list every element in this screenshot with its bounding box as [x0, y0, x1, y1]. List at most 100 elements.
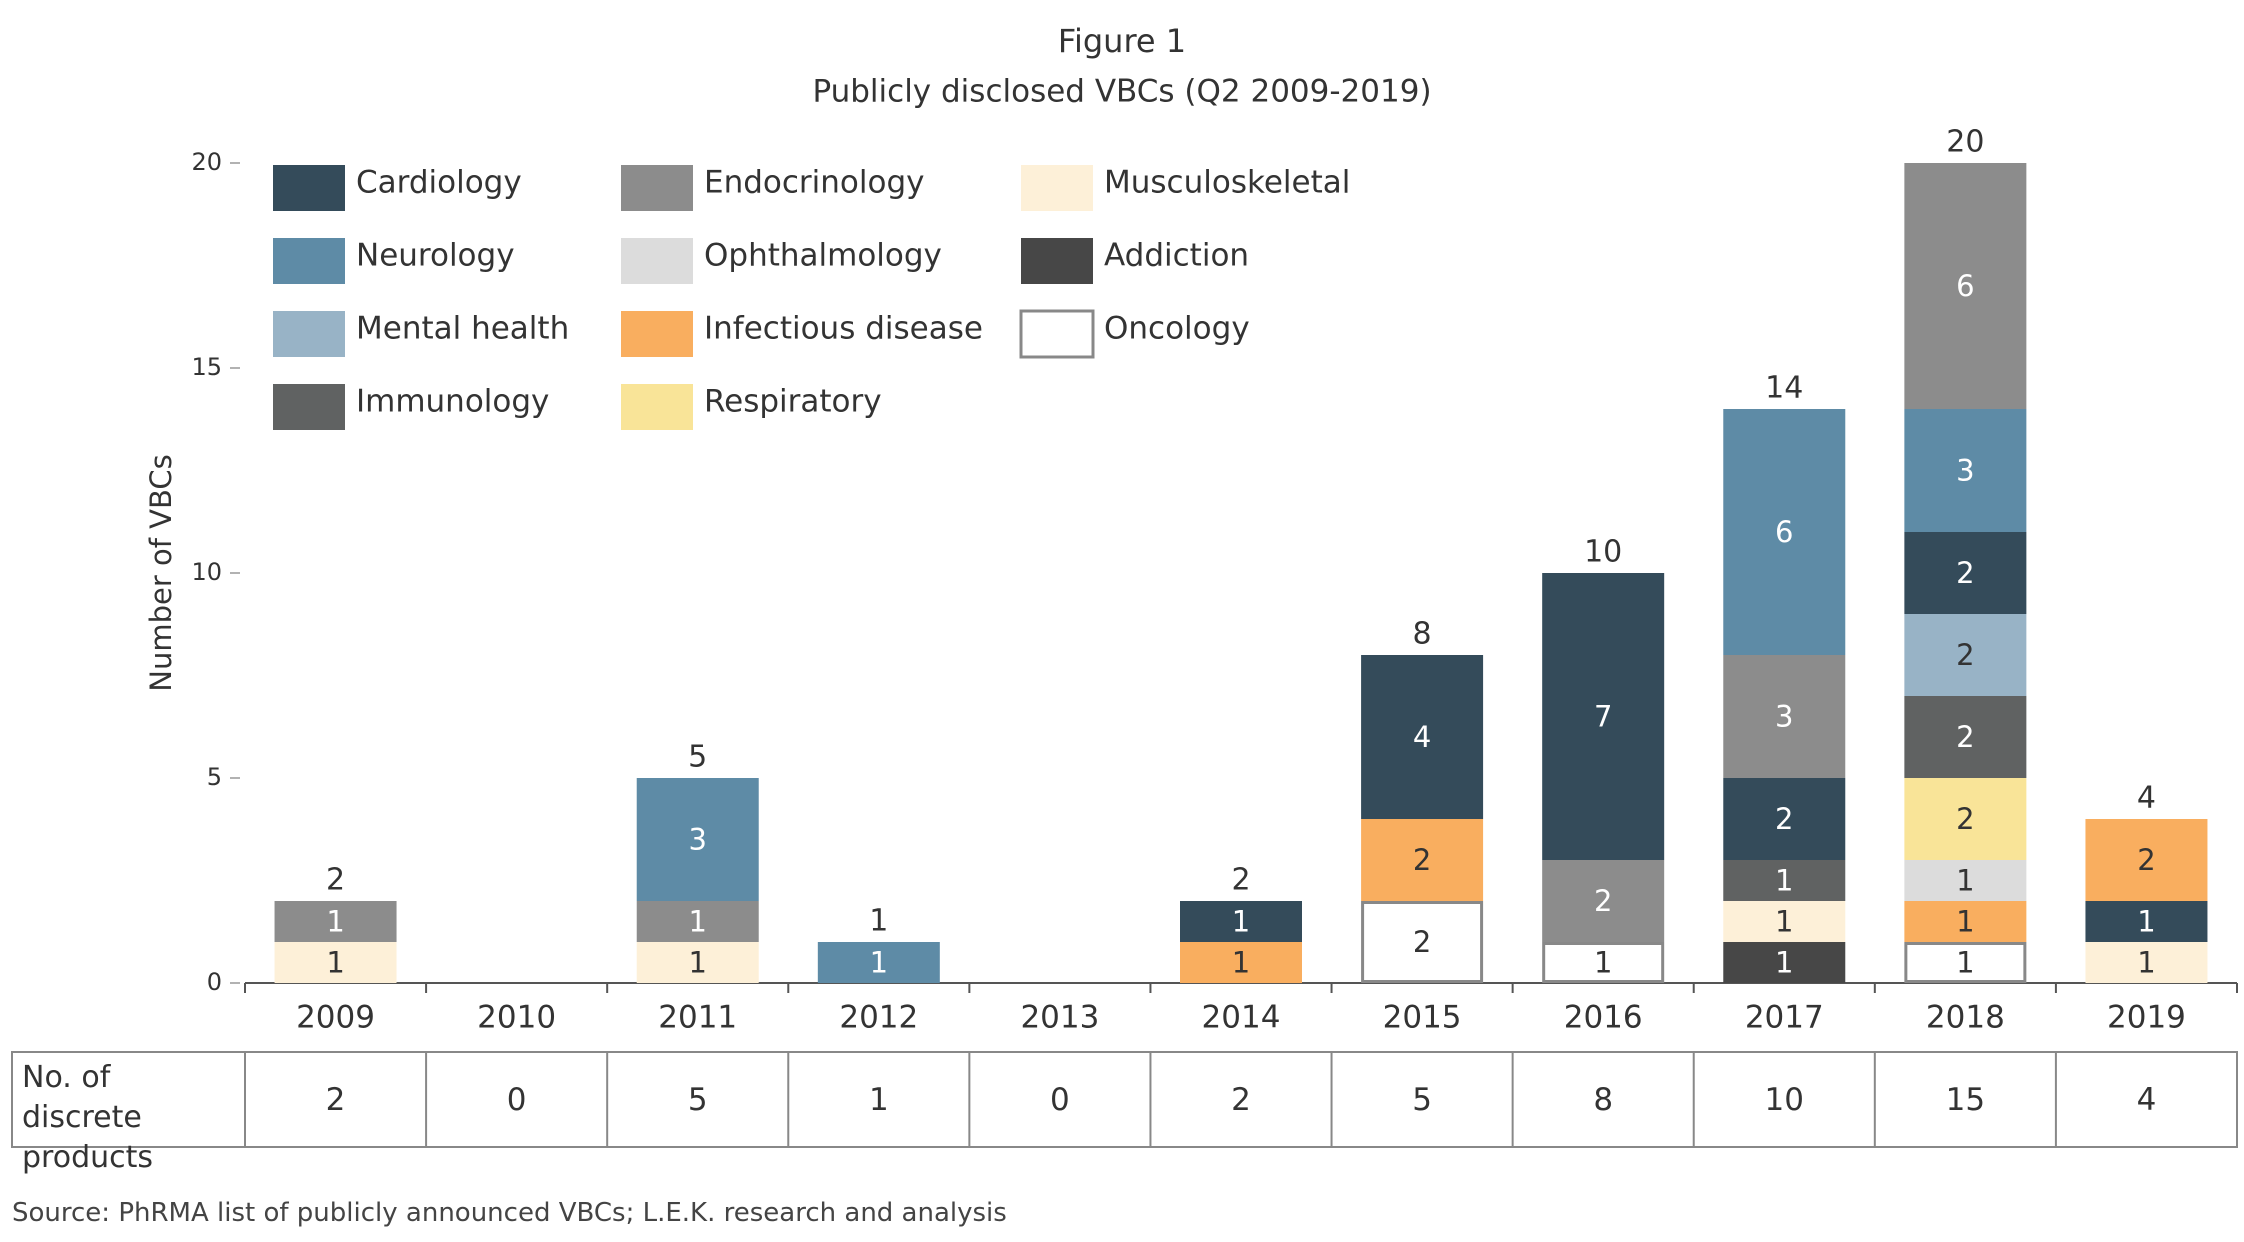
table-cell: 2 [1231, 1082, 1251, 1118]
segment-label: 6 [1775, 515, 1793, 549]
x-tick-label: 2015 [1383, 1000, 1462, 1036]
segment-label: 1 [689, 946, 707, 980]
legend-swatch [1019, 309, 1095, 359]
table-row-label: No. of discrete products [22, 1060, 154, 1175]
segment-label: 1 [1956, 905, 1974, 939]
total-label: 20 [1946, 125, 1984, 160]
legend-label: Oncology [1104, 311, 1250, 347]
legend-swatch [273, 311, 345, 357]
segment-label: 1 [2137, 946, 2155, 980]
legend-label: Infectious disease [704, 311, 983, 347]
segment-label: 3 [1956, 454, 1974, 488]
total-label: 14 [1765, 371, 1803, 406]
legend-label: Respiratory [704, 384, 882, 420]
segment-label: 4 [1413, 720, 1431, 754]
bar-segment [1904, 163, 2027, 409]
bar-segment [1723, 901, 1846, 942]
segment-label: 2 [1594, 884, 1612, 918]
table-cell: 15 [1946, 1082, 1985, 1118]
legend-label: Cardiology [356, 165, 522, 201]
x-tick-label: 2012 [839, 1000, 918, 1036]
bar-segment [1361, 819, 1484, 901]
segment-label: 1 [1594, 946, 1612, 980]
segment-label: 2 [1956, 638, 1974, 672]
legend-label: Neurology [356, 238, 515, 274]
segment-label: 1 [1232, 905, 1250, 939]
total-label: 1 [869, 904, 888, 939]
table-cell: 0 [1050, 1082, 1070, 1118]
y-tick-label: 10 [191, 558, 222, 586]
y-axis-label: Number of VBCs [144, 454, 178, 691]
bar-segment [274, 942, 397, 983]
table-cell: 4 [2137, 1082, 2157, 1118]
table-cell: 8 [1593, 1082, 1613, 1118]
bar-segment [1723, 778, 1846, 860]
x-tick-label: 2009 [296, 1000, 375, 1036]
legend-swatch [273, 165, 345, 211]
bar-segment [1904, 778, 2027, 860]
segment-label: 2 [2137, 843, 2155, 877]
total-label: 5 [688, 740, 707, 775]
legend-label: Endocrinology [704, 165, 925, 201]
bar-segment [2085, 819, 2208, 901]
legend-swatch [273, 384, 345, 430]
segment-label: 3 [689, 823, 707, 857]
bar-segment [1180, 901, 1302, 942]
x-tick-label: 2017 [1745, 1000, 1824, 1036]
x-tick-label: 2018 [1926, 1000, 2005, 1036]
table-border [11, 1051, 2238, 1148]
legend-swatch [621, 165, 693, 211]
chart-title: Figure 1 [1058, 22, 1186, 60]
bar-segment [1904, 696, 2027, 778]
total-label: 2 [1231, 863, 1250, 898]
bar-segment [1904, 614, 2027, 696]
segment-label: 2 [1413, 843, 1431, 877]
bar-segment [1904, 860, 2027, 901]
bar-segment [1904, 942, 2027, 983]
x-tick-label: 2010 [477, 1000, 556, 1036]
bar-segment [1542, 573, 1665, 860]
bar-segment [2085, 901, 2208, 942]
segment-label: 7 [1594, 700, 1612, 734]
segment-label: 2 [1956, 720, 1974, 754]
table-cell: 5 [688, 1082, 708, 1118]
segment-label: 1 [2137, 905, 2155, 939]
bar-segment [274, 901, 397, 942]
bar-segment [1723, 860, 1846, 901]
bar-segment [636, 942, 759, 983]
bar-segment [1542, 860, 1665, 942]
segment-label: 1 [689, 905, 707, 939]
legend-swatch [621, 311, 693, 357]
segment-label: 2 [1956, 556, 1974, 590]
legend-label: Addiction [1104, 238, 1249, 274]
bar-segment [1904, 901, 2027, 942]
segment-label: 1 [1775, 946, 1793, 980]
table-cell: 2 [326, 1082, 346, 1118]
y-tick-label: 20 [191, 148, 222, 176]
x-tick-label: 2013 [1020, 1000, 1099, 1036]
segment-label: 1 [1232, 946, 1250, 980]
segment-label: 6 [1956, 269, 1974, 303]
bar-segment [1542, 942, 1665, 983]
table-cell: 1 [869, 1082, 889, 1118]
bar-segment [1723, 409, 1846, 655]
legend-label: Immunology [356, 384, 549, 420]
segment-label: 1 [326, 905, 344, 939]
bar-segment [1904, 409, 2027, 532]
bar-segment [1361, 655, 1484, 819]
y-tick-label: 5 [207, 763, 222, 791]
table-cell: 5 [1412, 1082, 1432, 1118]
x-tick-label: 2014 [1202, 1000, 1281, 1036]
legend-swatch [621, 384, 693, 430]
total-label: 8 [1413, 617, 1432, 652]
segment-label: 3 [1775, 700, 1793, 734]
bar-segment [1904, 532, 2027, 614]
table-cell: 10 [1765, 1082, 1804, 1118]
segment-label: 1 [1956, 946, 1974, 980]
bar-segment [636, 901, 759, 942]
bar-segment [636, 778, 759, 901]
y-tick-label: 0 [207, 968, 222, 996]
segment-label: 1 [326, 946, 344, 980]
segment-label: 2 [1413, 925, 1431, 959]
